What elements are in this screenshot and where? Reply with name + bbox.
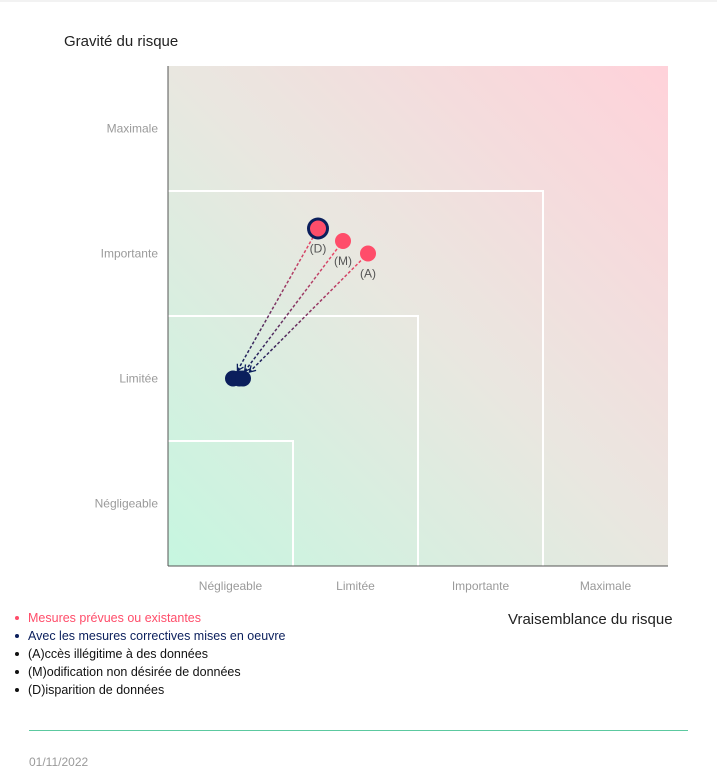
point-before (310, 220, 326, 237)
point-label: (A) (360, 267, 376, 281)
risk-matrix-chart: Négligeable Limitée Importante Maximale Négl… (95, 66, 668, 593)
point-label: (D) (310, 242, 327, 256)
risk-zone-2 (168, 315, 419, 566)
report-date: 01/11/2022 (29, 755, 89, 769)
arrow-head (248, 365, 257, 374)
legend-item-mesures-prevues: Mesures prévues ou existantes (12, 609, 286, 627)
divider (29, 730, 688, 731)
legend: Mesures prévues ou existantes Avec les m… (12, 609, 286, 699)
point-before (360, 245, 376, 262)
risk-zone-1 (168, 440, 294, 566)
point-after (235, 370, 251, 387)
x-tick-label: Limitée (336, 579, 375, 593)
legend-item-mesures-correctives: Avec les mesures correctives mises en oe… (12, 627, 286, 645)
risk-zone-3 (168, 190, 544, 566)
legend-item-modification: (M)odification non désirée de données (12, 663, 286, 681)
arrow-head (236, 363, 244, 372)
y-tick-label: Négligeable (95, 497, 159, 511)
point-label: (M) (334, 254, 352, 268)
x-tick-label: Importante (452, 579, 510, 593)
arrow-line (236, 228, 319, 372)
x-tick-label: Maximale (580, 579, 632, 593)
top-border (0, 0, 717, 2)
y-tick-label: Importante (101, 247, 159, 261)
legend-item-acces-illegitime: (A)ccès illégitime à des données (12, 645, 286, 663)
point-before (335, 233, 351, 249)
x-tick-label: Négligeable (199, 579, 263, 593)
arrow-line (244, 240, 344, 372)
y-axis-title: Gravité du risque (64, 33, 179, 50)
x-axis-title: Vraisemblance du risque (508, 611, 673, 628)
y-tick-label: Maximale (107, 122, 159, 136)
y-tick-label: Limitée (119, 372, 158, 386)
legend-item-disparition: (D)isparition de données (12, 681, 286, 699)
arrow-line (248, 252, 369, 373)
